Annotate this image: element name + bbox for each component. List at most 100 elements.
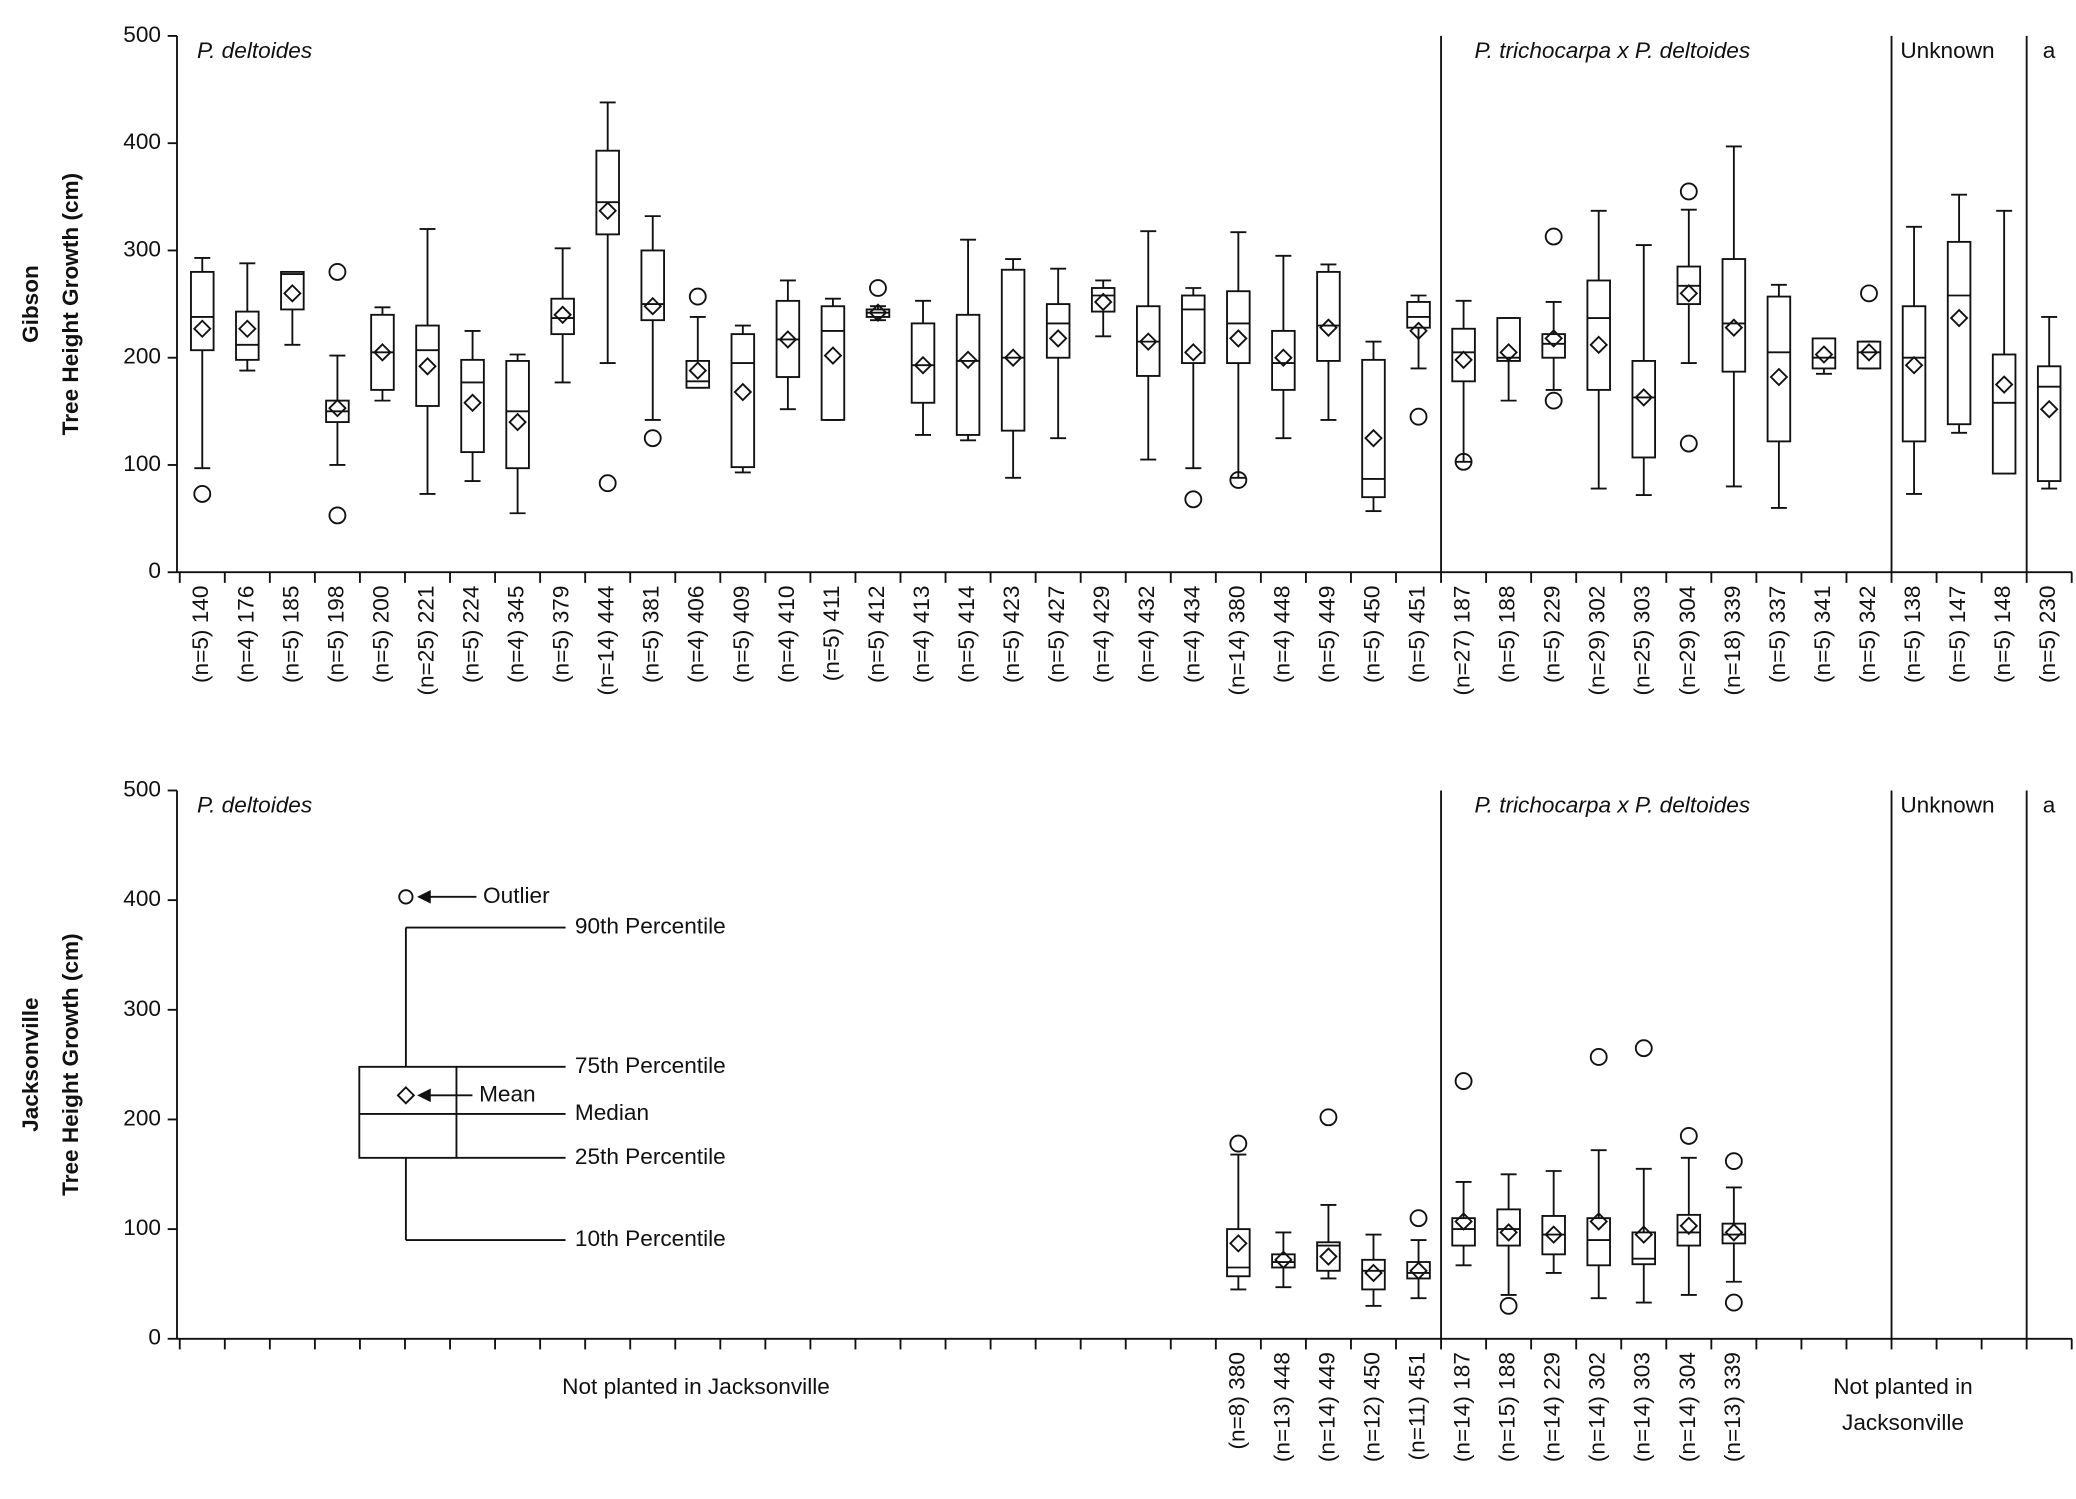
mean-marker xyxy=(1499,343,1518,362)
y-tick-label: 200 xyxy=(123,1105,161,1130)
box xyxy=(910,322,936,404)
y-tick-label: 400 xyxy=(123,129,161,154)
x-tick-label: (n=14) 302 xyxy=(1585,1352,1610,1462)
box xyxy=(1676,1213,1702,1247)
x-tick-label: (n=5) 337 xyxy=(1765,586,1790,683)
x-tick-label: (n=5) 200 xyxy=(368,586,393,683)
y-tick-label: 300 xyxy=(123,236,161,261)
key-label: Outlier xyxy=(483,883,550,908)
x-tick-label: (n=5) 414 xyxy=(954,586,979,683)
box xyxy=(1496,1208,1521,1247)
x-tick-label: (n=5) 451 xyxy=(1405,586,1430,683)
annotation: Not planted in Jacksonville xyxy=(562,1374,830,1399)
mean-marker xyxy=(1183,343,1203,362)
outlier xyxy=(1589,1048,1608,1066)
box xyxy=(1856,340,1882,370)
group-label: P. deltoides xyxy=(197,38,312,63)
x-tick-label: (n=14) 229 xyxy=(1540,1352,1565,1462)
x-tick-label: (n=5) 341 xyxy=(1810,586,1835,683)
group-label: P. trichocarpa x P. deltoides xyxy=(1474,38,1750,63)
box xyxy=(955,313,981,436)
x-tick-label: (n=5) 342 xyxy=(1855,586,1880,683)
mean-marker xyxy=(1003,348,1023,368)
box xyxy=(190,270,215,352)
x-tick-label: (n=5) 379 xyxy=(549,586,574,683)
mean-marker xyxy=(1994,375,2014,394)
box xyxy=(685,360,711,389)
x-tick-label: (n=4) 176 xyxy=(233,586,258,683)
mean-marker xyxy=(1814,345,1834,364)
mean-marker xyxy=(238,319,257,339)
mean-marker xyxy=(1093,292,1113,312)
key-label: 25th Percentile xyxy=(575,1144,726,1169)
mean-marker xyxy=(1589,1212,1609,1231)
x-tick-label: (n=5) 449 xyxy=(1314,586,1339,683)
mean-marker xyxy=(1274,1250,1293,1270)
mean-marker xyxy=(328,398,347,418)
mean-marker xyxy=(823,346,843,365)
box xyxy=(1991,353,2017,475)
mean-marker xyxy=(1409,321,1428,341)
x-tick-label: (n=14) 304 xyxy=(1675,1352,1700,1462)
outlier xyxy=(1679,434,1698,453)
x-tick-label: (n=12) 450 xyxy=(1359,1352,1384,1462)
outlier xyxy=(328,506,347,525)
x-tick-label: (n=5) 138 xyxy=(1900,586,1925,683)
outlier xyxy=(1544,391,1563,410)
x-tick-label: (n=25) 221 xyxy=(413,586,438,696)
mean-marker xyxy=(598,201,617,221)
mean-marker xyxy=(643,296,663,316)
x-tick-label: (n=14) 449 xyxy=(1314,1352,1339,1462)
mean-marker xyxy=(1769,367,1789,387)
x-tick-label: (n=5) 188 xyxy=(1495,586,1520,683)
y-tick-label: 500 xyxy=(123,776,161,801)
box xyxy=(1586,1217,1611,1267)
mean-marker xyxy=(1454,1212,1473,1231)
x-tick-label: (n=18) 339 xyxy=(1720,586,1745,696)
mean-marker xyxy=(283,284,302,303)
x-tick-label: (n=4) 406 xyxy=(684,586,709,683)
key-mean xyxy=(396,1086,416,1105)
outlier xyxy=(1724,1152,1743,1171)
mean-marker xyxy=(463,393,482,413)
mean-marker xyxy=(1499,1223,1518,1242)
x-tick-label: (n=4) 432 xyxy=(1134,586,1159,683)
box xyxy=(1631,360,1657,459)
x-tick-label: (n=4) 410 xyxy=(774,586,799,683)
box xyxy=(1496,317,1521,362)
annotation: Not planted in xyxy=(1833,1374,1973,1399)
mean-marker xyxy=(1679,284,1699,303)
key-label: Median xyxy=(575,1100,649,1125)
group-label: P. deltoides xyxy=(197,792,312,817)
mean-marker xyxy=(1229,1234,1248,1253)
box xyxy=(280,270,305,311)
mean-marker xyxy=(1364,428,1383,448)
x-tick-label: (n=5) 412 xyxy=(864,586,889,683)
y-tick-label: 100 xyxy=(123,1215,161,1240)
mean-marker xyxy=(733,382,753,402)
x-tick-label: (n=5) 230 xyxy=(2035,586,2060,683)
x-tick-label: (n=4) 448 xyxy=(1269,586,1294,683)
outlier xyxy=(1679,1126,1698,1145)
outlier xyxy=(1679,182,1698,201)
outlier xyxy=(1319,1108,1338,1127)
mean-marker xyxy=(958,350,978,370)
outlier xyxy=(1724,1293,1743,1312)
outlier xyxy=(643,429,662,448)
key-label: 10th Percentile xyxy=(575,1226,726,1251)
mean-marker xyxy=(1319,1247,1338,1266)
mean-marker xyxy=(1634,388,1654,407)
outlier xyxy=(1184,490,1203,509)
y-tick-label: 100 xyxy=(123,451,161,476)
y-tick-label: 0 xyxy=(148,1325,161,1350)
y-axis-label: Tree Height Growth (cm) xyxy=(58,933,83,1196)
box xyxy=(1811,337,1837,370)
box xyxy=(1361,1258,1386,1291)
x-tick-label: (n=5) 411 xyxy=(819,586,844,682)
x-tick-label: (n=5) 423 xyxy=(999,586,1024,683)
mean-marker xyxy=(1364,1263,1383,1283)
x-tick-label: (n=11) 451 xyxy=(1405,1352,1430,1460)
mean-marker xyxy=(1544,329,1563,348)
